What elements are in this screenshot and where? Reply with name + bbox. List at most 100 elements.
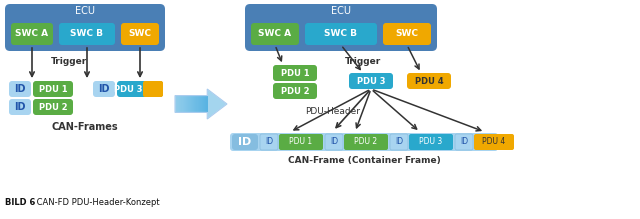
FancyBboxPatch shape [186, 95, 188, 113]
FancyBboxPatch shape [390, 134, 408, 150]
Text: CAN-Frames: CAN-Frames [52, 122, 118, 132]
Text: SWC: SWC [129, 30, 152, 39]
FancyBboxPatch shape [178, 95, 180, 113]
FancyBboxPatch shape [180, 95, 182, 113]
Polygon shape [189, 96, 191, 112]
FancyBboxPatch shape [245, 4, 437, 51]
FancyBboxPatch shape [279, 134, 323, 150]
Text: PDU 2: PDU 2 [281, 87, 309, 95]
Text: CAN-Frame (Container Frame): CAN-Frame (Container Frame) [287, 157, 440, 166]
FancyBboxPatch shape [183, 95, 185, 113]
FancyBboxPatch shape [121, 23, 159, 45]
Polygon shape [198, 96, 199, 112]
FancyBboxPatch shape [198, 95, 200, 113]
FancyBboxPatch shape [273, 83, 317, 99]
FancyBboxPatch shape [59, 23, 115, 45]
FancyBboxPatch shape [189, 95, 191, 113]
Text: SWC: SWC [396, 30, 419, 39]
FancyBboxPatch shape [194, 95, 196, 113]
Text: PDU 3: PDU 3 [419, 138, 443, 147]
FancyBboxPatch shape [9, 99, 31, 115]
Text: ID: ID [238, 137, 252, 147]
FancyBboxPatch shape [11, 23, 53, 45]
FancyBboxPatch shape [200, 95, 202, 113]
Text: Trigger: Trigger [51, 58, 87, 67]
Text: PDU 3: PDU 3 [114, 85, 142, 94]
FancyBboxPatch shape [191, 95, 193, 113]
FancyBboxPatch shape [474, 134, 514, 150]
Polygon shape [186, 96, 188, 112]
Text: PDU 1: PDU 1 [281, 69, 309, 78]
Polygon shape [205, 96, 207, 112]
Polygon shape [179, 96, 181, 112]
FancyBboxPatch shape [455, 134, 473, 150]
Text: ID: ID [99, 84, 109, 94]
FancyBboxPatch shape [181, 95, 183, 113]
FancyBboxPatch shape [344, 134, 388, 150]
Polygon shape [201, 96, 202, 112]
Polygon shape [202, 96, 204, 112]
Polygon shape [175, 96, 177, 112]
Text: PDU 4: PDU 4 [415, 76, 444, 85]
Polygon shape [195, 96, 196, 112]
Text: PDU 2: PDU 2 [355, 138, 378, 147]
FancyBboxPatch shape [33, 99, 73, 115]
Text: ID: ID [460, 138, 468, 147]
FancyBboxPatch shape [197, 95, 199, 113]
FancyBboxPatch shape [117, 81, 163, 97]
FancyBboxPatch shape [409, 134, 453, 150]
Polygon shape [188, 96, 189, 112]
FancyBboxPatch shape [5, 4, 165, 51]
FancyBboxPatch shape [349, 73, 393, 89]
FancyBboxPatch shape [188, 95, 189, 113]
Text: PDU 2: PDU 2 [38, 102, 67, 111]
Polygon shape [203, 96, 205, 112]
Polygon shape [190, 96, 191, 112]
Text: SWC B: SWC B [324, 30, 358, 39]
Polygon shape [184, 96, 185, 112]
Polygon shape [195, 96, 197, 112]
Polygon shape [193, 96, 195, 112]
Text: ID: ID [14, 102, 26, 112]
Polygon shape [192, 96, 194, 112]
Text: ECU: ECU [75, 6, 95, 16]
Polygon shape [196, 96, 198, 112]
FancyBboxPatch shape [202, 95, 204, 113]
Polygon shape [185, 96, 186, 112]
Text: PDU-Header: PDU-Header [305, 108, 360, 117]
Text: ECU: ECU [331, 6, 351, 16]
Text: ID: ID [330, 138, 338, 147]
Polygon shape [178, 96, 180, 112]
Text: PDU 3: PDU 3 [356, 76, 385, 85]
FancyBboxPatch shape [184, 95, 186, 113]
FancyBboxPatch shape [273, 65, 317, 81]
FancyBboxPatch shape [203, 95, 205, 113]
Text: Trigger: Trigger [345, 57, 381, 65]
Text: BILD 6: BILD 6 [5, 198, 35, 207]
Text: CAN-FD PDU-Header-Konzept: CAN-FD PDU-Header-Konzept [34, 198, 159, 207]
FancyBboxPatch shape [192, 95, 194, 113]
Polygon shape [200, 96, 202, 112]
Polygon shape [198, 96, 200, 112]
FancyBboxPatch shape [232, 134, 258, 150]
Text: SWC A: SWC A [259, 30, 292, 39]
Polygon shape [182, 96, 183, 112]
Polygon shape [177, 96, 179, 112]
Polygon shape [176, 96, 178, 112]
FancyBboxPatch shape [93, 81, 115, 97]
Polygon shape [180, 96, 182, 112]
Polygon shape [182, 96, 184, 112]
Text: PDU 4: PDU 4 [483, 138, 506, 147]
FancyBboxPatch shape [325, 134, 343, 150]
Polygon shape [206, 96, 208, 112]
Text: SWC A: SWC A [15, 30, 49, 39]
Polygon shape [187, 96, 188, 112]
Polygon shape [204, 96, 205, 112]
FancyBboxPatch shape [205, 95, 207, 113]
FancyBboxPatch shape [177, 95, 179, 113]
FancyBboxPatch shape [230, 133, 498, 151]
Text: SWC B: SWC B [70, 30, 104, 39]
FancyBboxPatch shape [9, 81, 31, 97]
Text: ID: ID [395, 138, 403, 147]
FancyBboxPatch shape [195, 95, 197, 113]
